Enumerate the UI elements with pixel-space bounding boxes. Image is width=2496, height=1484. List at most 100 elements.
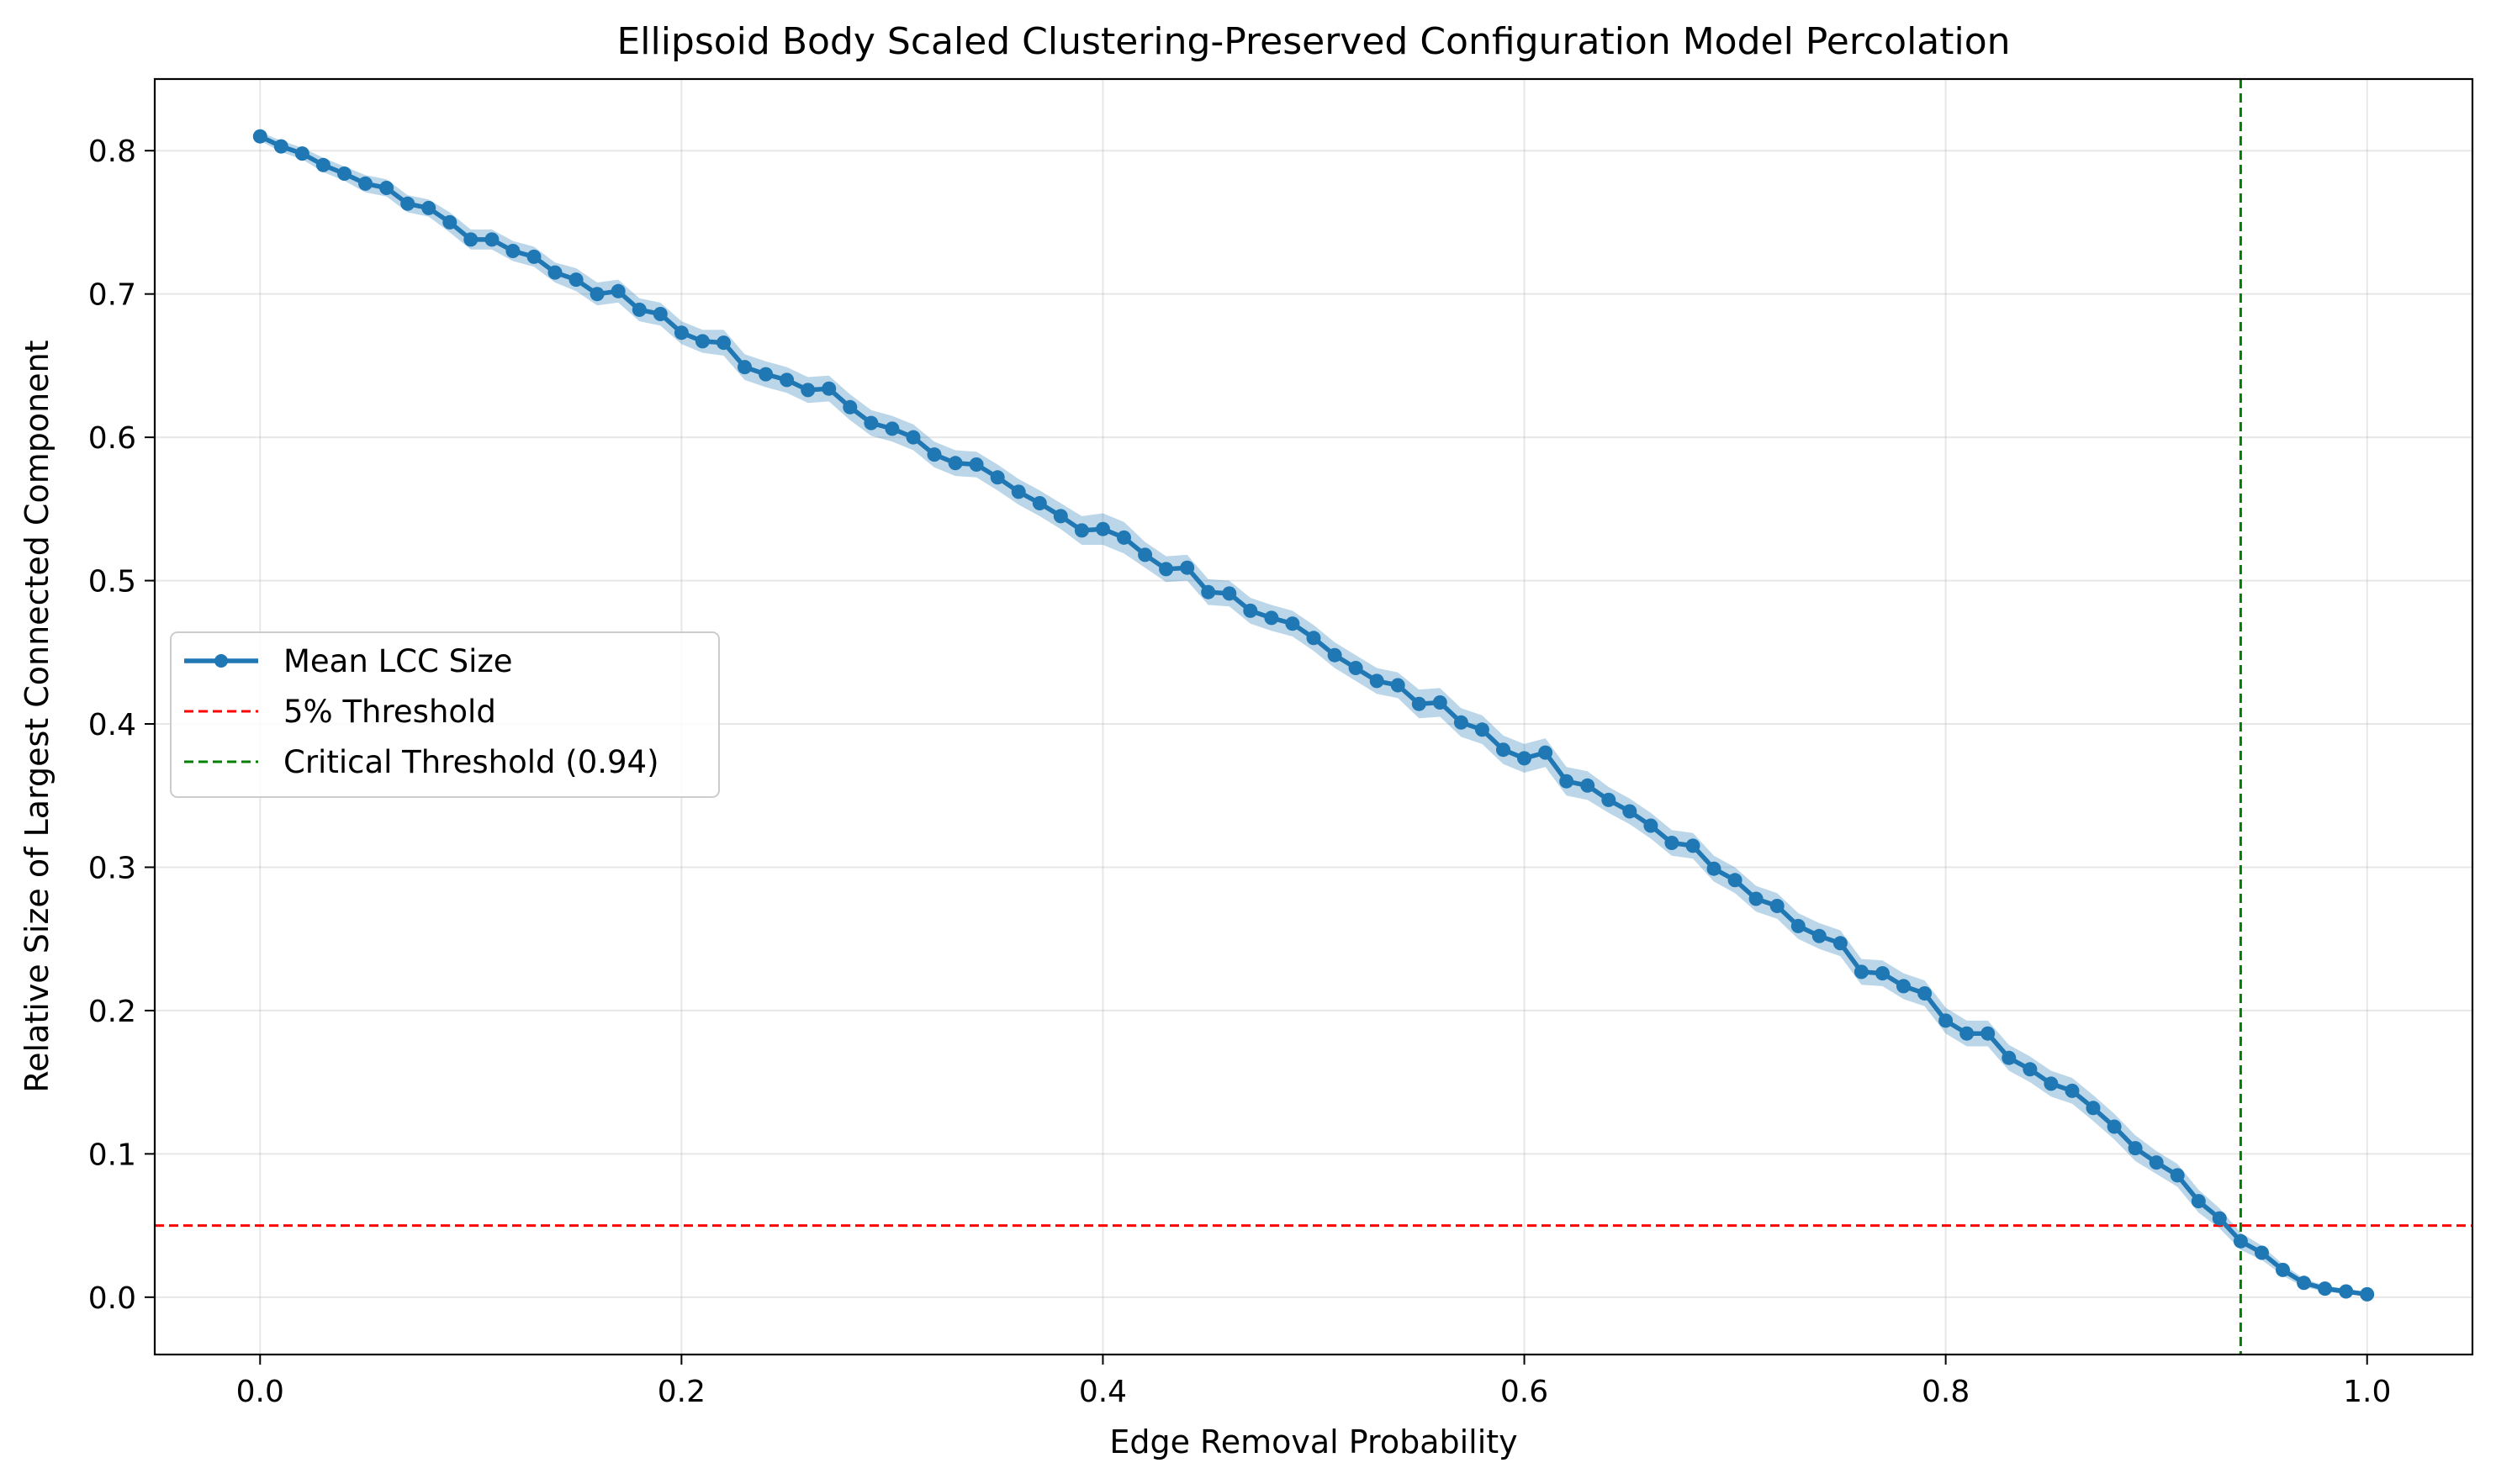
data-point [1032,496,1047,510]
data-point [2318,1281,2333,1297]
data-point [780,372,795,388]
y-tick-label: 0.5 [88,565,136,599]
x-ticks: 0.0 0.2 0.4 0.6 0.8 1.0 [236,1355,2391,1409]
data-point [1790,918,1806,933]
data-point [1896,979,1911,994]
data-point [1159,562,1174,577]
data-point [315,157,331,172]
data-point [1517,751,1531,766]
x-tick-label: 0.6 [1500,1375,1548,1409]
data-point [695,334,710,349]
x-axis-label: Edge Removal Probability [1109,1423,1517,1460]
data-point [2276,1262,2290,1277]
plot-frame [153,77,2474,1356]
confidence-band-layer [260,132,2367,1297]
data-point [1222,586,1237,601]
data-point [2191,1194,2206,1209]
data-point [2149,1155,2164,1170]
legend-label-mean-lcc: Mean LCC Size [283,643,513,679]
data-point [590,287,605,302]
data-point [843,399,858,415]
data-point [1685,838,1700,853]
data-point [273,139,288,154]
legend-marker-mean-lcc [214,654,228,668]
data-point [1306,631,1321,646]
y-tick-label: 0.8 [88,135,136,169]
chart-title: Ellipsoid Body Scaled Clustering-Preserv… [616,20,2010,63]
data-point [1538,745,1553,760]
data-point [2297,1275,2312,1291]
data-point [2255,1245,2269,1260]
data-point [2170,1168,2185,1183]
series-layer [252,129,2375,1302]
grid-layer [155,79,2472,1355]
data-point [1432,695,1447,710]
data-point [337,166,352,181]
data-point [400,196,415,211]
data-point [611,283,626,298]
x-tick-label: 0.8 [1922,1375,1970,1409]
data-point [948,456,963,471]
data-point [379,181,394,195]
data-point [1938,1013,1954,1028]
data-point [505,244,521,258]
x-tick-label: 0.4 [1079,1375,1127,1409]
data-point [632,302,647,317]
data-point [463,232,479,247]
data-point [1180,560,1195,575]
data-point [1769,899,1785,913]
data-point [738,360,752,375]
data-point [421,200,436,215]
data-point [1138,547,1153,562]
data-point [442,214,457,230]
data-point [2212,1211,2227,1226]
data-point [484,232,500,247]
legend-label-critical-threshold: Critical Threshold (0.94) [283,744,659,780]
data-point [2086,1101,2101,1116]
data-point [1980,1026,1996,1041]
data-point [759,367,774,382]
data-point [1285,616,1300,631]
data-point [1011,484,1026,499]
data-point [1453,715,1468,730]
data-point [1622,804,1637,819]
data-point [294,146,309,161]
data-point [927,447,942,462]
y-tick-label: 0.7 [88,278,136,313]
x-tick-label: 0.2 [658,1375,706,1409]
y-tick-label: 0.3 [88,851,136,885]
data-point [2065,1083,2080,1098]
data-point [1496,742,1510,758]
confidence-band [260,132,2367,1297]
data-point [717,335,731,351]
data-point [1580,778,1595,793]
data-point [969,457,984,472]
data-point [1327,647,1342,663]
data-point [1369,673,1384,689]
data-point [2360,1286,2375,1302]
legend-box [170,631,720,798]
data-point [653,307,668,321]
data-point [1601,792,1616,807]
data-point [1559,774,1574,789]
data-point [547,265,563,280]
data-point [526,249,542,264]
data-point [1096,521,1110,536]
data-point [1917,986,1933,1001]
data-point [2023,1062,2038,1077]
data-point [2002,1050,2017,1065]
data-point [1706,861,1721,876]
data-point [801,383,816,398]
data-point [674,325,689,341]
data-point [1959,1026,1975,1041]
legend: Mean LCC Size 5% Threshold Critical Thre… [170,631,720,798]
data-point [252,129,267,144]
y-axis-label: Relative Size of Largest Connected Compo… [19,340,56,1092]
data-point [864,415,879,430]
data-point [1243,603,1258,618]
data-point [1643,818,1658,833]
data-point [885,421,900,436]
data-point [822,381,837,396]
data-point [906,430,921,445]
